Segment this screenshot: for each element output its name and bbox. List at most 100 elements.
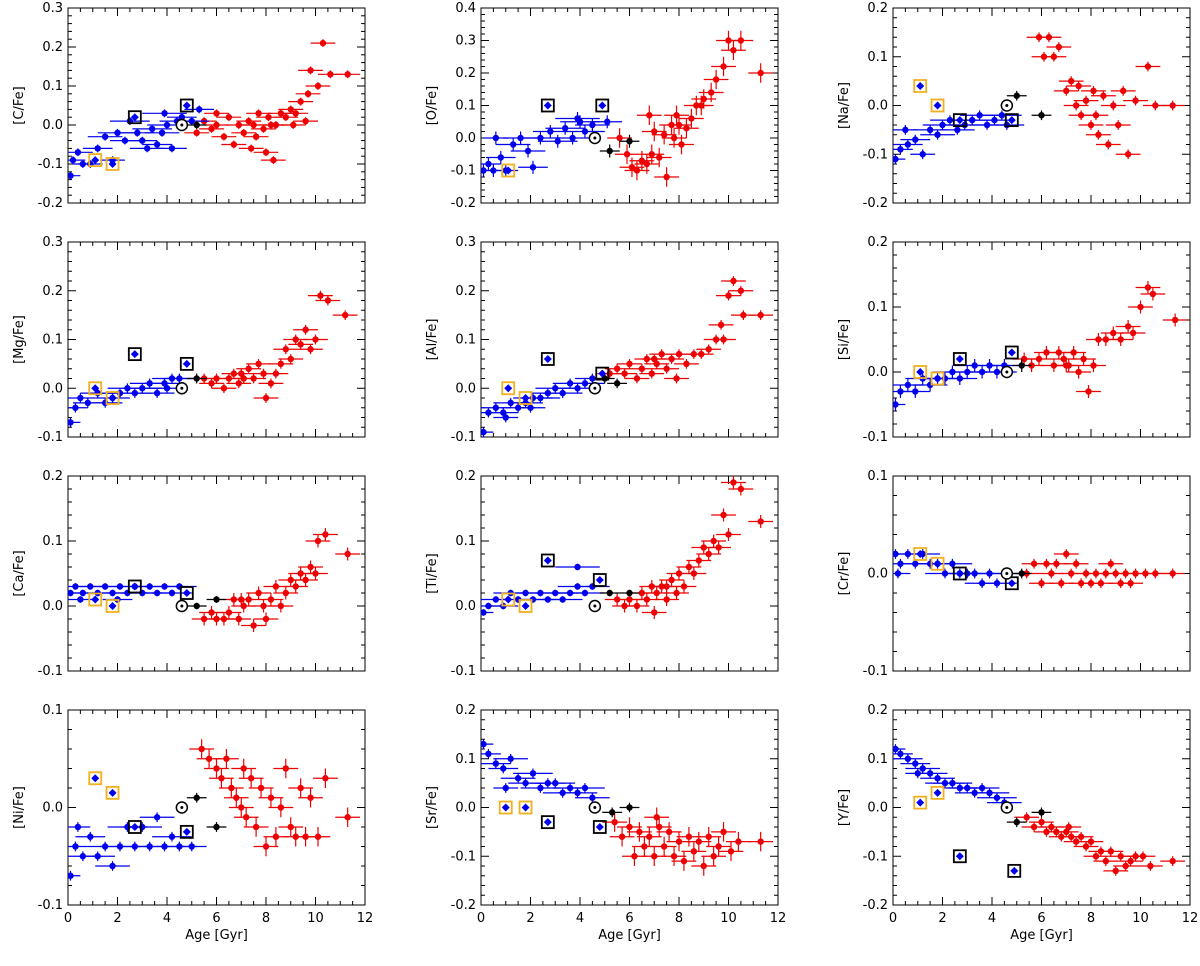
- red-star-point-marker: [208, 609, 215, 616]
- red-star-point: [278, 105, 304, 114]
- red-star-point: [639, 144, 665, 164]
- red-star-point: [711, 822, 736, 842]
- blue-star-point-marker: [176, 375, 183, 382]
- blue-star-point: [905, 768, 931, 779]
- red-star-point-marker: [631, 853, 638, 860]
- red-star-point: [721, 476, 746, 489]
- black-box: [540, 98, 555, 113]
- red-star-point: [1138, 861, 1163, 871]
- red-star-point-marker: [302, 117, 309, 125]
- red-star-point-marker: [1023, 814, 1030, 821]
- red-star-point-marker: [344, 550, 351, 558]
- red-star-point: [1086, 129, 1111, 140]
- black-star-point-marker: [213, 823, 220, 831]
- blue-star-point-marker: [69, 156, 77, 164]
- black-star-point: [594, 373, 615, 384]
- blue-star-point-marker: [72, 843, 79, 850]
- red-star-point-marker: [611, 818, 618, 826]
- red-star-point: [1083, 110, 1109, 121]
- black-star-point-marker: [213, 596, 220, 603]
- red-star-point-marker: [344, 71, 351, 78]
- blue-star-point-marker: [993, 580, 1001, 587]
- red-star-point-marker: [1087, 121, 1095, 129]
- red-star-point-marker: [643, 160, 651, 168]
- red-star-point-marker: [213, 121, 220, 129]
- black-star-point: [206, 822, 227, 832]
- x-tick-label: 6: [625, 911, 633, 926]
- red-star-point: [1110, 86, 1136, 96]
- blue-star-point: [592, 115, 623, 129]
- red-star-point-marker: [1117, 853, 1124, 860]
- blue-star-point-marker: [139, 137, 146, 144]
- red-star-point: [654, 580, 679, 593]
- blue-star-point-marker: [74, 823, 82, 831]
- red-star-point: [1036, 32, 1062, 43]
- red-star-point-marker: [1063, 828, 1070, 836]
- blue-star-point-marker: [983, 121, 991, 129]
- red-star-point: [703, 69, 729, 90]
- blue-star-point: [493, 412, 519, 423]
- red-star-point: [305, 82, 331, 90]
- red-star-point-marker: [685, 563, 693, 571]
- black-box: [952, 352, 967, 366]
- red-star-point-marker: [663, 173, 670, 181]
- blue-star-point: [910, 149, 936, 160]
- blue-star-point-marker: [144, 145, 151, 152]
- blue-star-point-marker: [926, 126, 934, 134]
- blue-star-point-marker: [109, 862, 116, 870]
- red-star-point-marker: [621, 370, 628, 377]
- blue-star-point: [893, 749, 913, 759]
- black-box-diamond: [955, 852, 964, 861]
- blue-star-point-marker: [897, 750, 904, 758]
- red-star-point-marker: [1077, 833, 1085, 840]
- red-star-point: [1061, 346, 1087, 359]
- black-box: [127, 110, 142, 125]
- blue-star-point-marker: [502, 414, 509, 421]
- blue-star-point-marker: [168, 145, 176, 152]
- blue-star-point: [500, 773, 536, 784]
- blue-star-point-marker: [946, 116, 954, 124]
- red-star-point: [676, 560, 702, 574]
- y-axis-label: [Sr/Fe]: [425, 786, 440, 829]
- blue-star-point-marker: [168, 589, 176, 597]
- data-layer: [68, 528, 361, 632]
- red-star-point-marker: [675, 121, 683, 129]
- yellow-box: [88, 592, 103, 607]
- blue-star-point-marker: [121, 137, 129, 144]
- panel-srfe: -0.2 -0.1 0.0 0.1 0.2 0 2 4 6 8 10 12 [Sr/Fe] Age [Gy…: [425, 703, 786, 943]
- red-star-point-marker: [252, 133, 260, 140]
- blue-star-point-marker: [552, 385, 559, 392]
- blue-star-point-marker: [956, 375, 964, 382]
- blue-star-point: [905, 763, 941, 774]
- black-box: [179, 586, 194, 600]
- red-star-point: [246, 109, 271, 118]
- red-star-point-marker: [641, 843, 648, 850]
- red-star-point-marker: [1030, 823, 1038, 831]
- blue-star-point: [144, 378, 185, 389]
- blue-star-point-marker: [72, 404, 79, 411]
- red-star-point-marker: [670, 853, 678, 860]
- blue-star-point-marker: [574, 789, 581, 797]
- black-star-point: [599, 144, 620, 158]
- red-star-point-marker: [668, 355, 675, 363]
- yellow-box: [88, 153, 103, 168]
- x-tick-label: 4: [576, 911, 584, 926]
- red-star-point-marker: [1132, 97, 1139, 104]
- red-star-point-marker: [720, 63, 727, 70]
- blue-star-point-marker: [500, 409, 507, 416]
- black-box: [595, 366, 610, 381]
- panel-crfe: -0.1 0.0 0.1 [Cr/Fe]: [837, 469, 1191, 679]
- red-star-point: [748, 515, 774, 528]
- red-star-point-marker: [680, 583, 688, 590]
- blue-star-point-marker: [509, 141, 517, 148]
- red-star-point-marker: [228, 784, 235, 792]
- red-star-point-marker: [1169, 570, 1176, 577]
- red-star-point-marker: [243, 814, 250, 821]
- black-star-point: [186, 792, 207, 803]
- data-layer: [68, 739, 361, 881]
- red-star-point: [1066, 81, 1091, 91]
- red-star-point: [313, 528, 338, 541]
- black-star-point: [607, 378, 628, 389]
- red-star-point-marker: [715, 843, 722, 850]
- blue-star-point-marker: [114, 129, 121, 136]
